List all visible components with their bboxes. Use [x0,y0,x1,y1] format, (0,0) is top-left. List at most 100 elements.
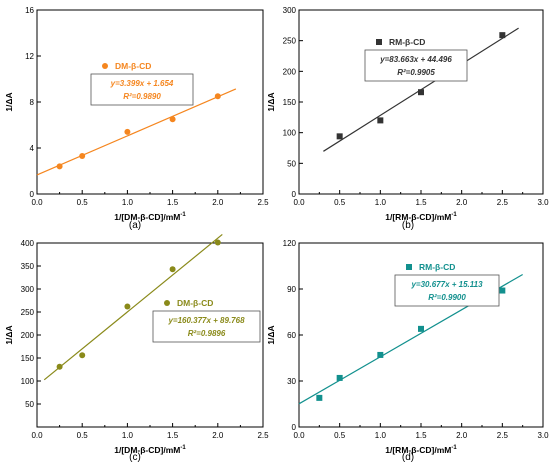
x-tick-label: 3.0 [537,198,549,207]
x-tick-label: 1.0 [375,198,387,207]
r-squared-text: R²=0.9905 [397,68,435,77]
equation-text: y=160.377x + 89.768 [167,316,245,325]
y-tick-label: 120 [283,239,297,248]
data-point [336,374,343,381]
r-squared-text: R²=0.9890 [123,92,161,101]
x-tick-label: 0.5 [334,198,346,207]
y-tick-label: 300 [21,285,35,294]
legend-marker [102,63,108,69]
x-tick-label: 2.5 [497,198,509,207]
x-tick-label: 2.5 [257,198,269,207]
y-tick-label: 8 [30,98,35,107]
legend-label: DM-β-CD [177,298,213,308]
legend-label: RM-β-CD [389,37,425,47]
x-tick-label: 0.0 [31,198,43,207]
equation-box [152,310,261,343]
panel-caption: (c) [129,452,141,463]
data-point [56,363,63,370]
data-point [336,133,343,140]
x-tick-label: 0.5 [77,431,89,440]
y-tick-label: 150 [283,98,297,107]
y-tick-label: 0 [292,190,297,199]
y-tick-label: 200 [21,331,35,340]
data-point [418,89,424,96]
x-axis-label: 1/[RM-β-CD]/mM-1 [385,445,457,455]
y-tick-label: 50 [287,159,296,168]
y-axis-label: 1/ΔA [266,92,276,111]
x-tick-label: 1.0 [375,431,387,440]
x-tick-label: 2.0 [456,431,468,440]
legend-marker [164,300,170,306]
equation-text: y=30.677x + 15.113 [410,280,483,289]
x-tick-label: 3.0 [537,431,549,440]
data-point [214,239,221,246]
y-tick-label: 0 [292,423,297,432]
y-tick-label: 60 [287,331,296,340]
x-tick-label: 1.5 [415,198,427,207]
y-tick-label: 4 [30,144,35,153]
y-tick-label: 16 [25,6,34,15]
chart-panel-4: 0.0 0.5 1.0 1.5 2.0 2.5 3.0 0 30 60 90 120 1/[RM-β-C… [266,239,549,463]
panel-caption: (a) [129,220,141,231]
chart-panel-3: 0.0 0.5 1.0 1.5 2.0 2.5 50 100 150 200 250 300 350 40… [4,234,269,463]
y-tick-label: 400 [21,239,35,248]
x-axis-label: 1/[DM-β-CD]/mM-1 [114,445,186,455]
x-tick-label: 1.0 [122,198,134,207]
equation-box [394,274,500,307]
y-axis-label: 1/ΔA [266,325,276,344]
x-tick-label: 1.5 [167,431,179,440]
data-point [124,128,131,135]
x-tick-label: 0.0 [31,431,43,440]
chart-panel-1: 0.0 0.5 1.0 1.5 2.0 2.5 0 4 8 12 16 1/[DM-β-CD]/mM-… [4,6,269,231]
r-squared-text: R²=0.9900 [428,293,466,302]
data-point [214,93,221,100]
chart-panel-2: 0.0 0.5 1.0 1.5 2.0 2.5 3.0 0 50 100 150 200 250 300 1… [266,6,549,231]
data-point [377,351,384,358]
data-point [79,153,86,160]
data-point [169,116,176,123]
x-tick-label: 1.5 [167,198,179,207]
legend-label: DM-β-CD [115,61,151,71]
y-tick-label: 300 [283,6,297,15]
y-axis-label: 1/ΔA [4,92,14,111]
legend-marker [376,39,382,45]
y-tick-label: 90 [287,285,296,294]
equation-text: y=83.663x + 44.496 [379,55,452,64]
r-squared-text: R²=0.9896 [188,329,226,338]
x-tick-label: 2.0 [212,198,224,207]
panel-caption: (d) [402,452,414,463]
x-tick-label: 0.5 [334,431,346,440]
y-tick-label: 0 [30,190,35,199]
x-tick-label: 2.5 [257,431,269,440]
fit-line [36,88,237,176]
legend-label: RM-β-CD [419,262,455,272]
x-tick-label: 0.0 [293,431,305,440]
data-point [124,303,131,310]
data-point [377,117,384,124]
x-tick-label: 2.0 [212,431,224,440]
panel-caption: (b) [402,220,414,231]
x-tick-label: 2.0 [456,198,468,207]
y-tick-label: 250 [21,308,35,317]
fit-line [43,234,223,381]
data-point [169,266,176,273]
y-tick-label: 250 [283,37,297,46]
data-point [499,287,506,294]
y-tick-label: 12 [25,52,34,61]
x-tick-label: 2.5 [497,431,509,440]
y-tick-label: 350 [21,262,35,271]
equation-text: y=3.399x + 1.654 [110,79,174,88]
equation-box [90,73,194,106]
x-axis-label: 1/[RM-β-CD]/mM-1 [385,212,457,222]
y-tick-label: 100 [283,129,297,138]
y-tick-label: 150 [21,354,35,363]
y-tick-label: 50 [25,400,34,409]
equation-box [364,49,468,82]
x-tick-label: 1.5 [415,431,427,440]
y-tick-label: 200 [283,67,297,76]
x-tick-label: 0.0 [293,198,305,207]
y-tick-label: 100 [21,377,35,386]
data-point [79,352,86,359]
data-point [56,163,63,170]
